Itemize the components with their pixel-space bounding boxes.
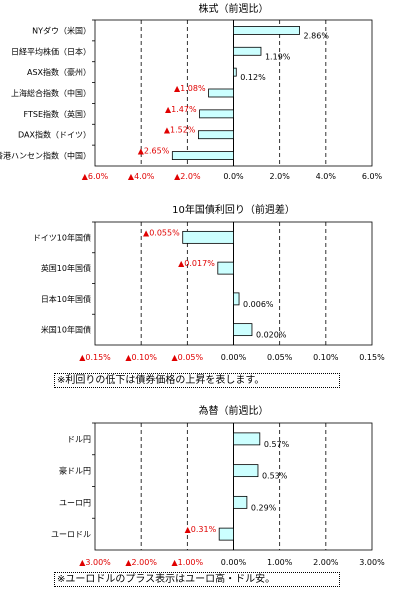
tick-label: ▲6.0% xyxy=(82,172,109,181)
tick-label: 4.0% xyxy=(316,172,337,181)
category-label: 上海総合指数（中国） xyxy=(11,88,91,98)
chart-title: 株式（前週比） xyxy=(199,2,269,15)
tick-label: ▲2.0% xyxy=(174,172,201,181)
category-label: DAX指数（ドイツ） xyxy=(18,130,91,140)
tick-label: 0.05% xyxy=(267,353,293,362)
data-label: ▲1.47% xyxy=(165,105,197,114)
category-label: 米国10年国債 xyxy=(41,325,91,335)
tick-label: ▲0.05% xyxy=(172,353,204,362)
chart-title: 10年国債利回り（前週差） xyxy=(172,203,295,216)
bar xyxy=(199,109,234,119)
data-label: 0.57% xyxy=(264,440,290,449)
bar xyxy=(171,151,234,160)
bar xyxy=(217,261,234,275)
fx-note: ※ユーロドルのプラス表示はユーロ高・ドル安。 xyxy=(54,572,340,587)
data-label: 1.19% xyxy=(265,52,291,61)
data-label: 0.006% xyxy=(243,300,274,309)
chart-stocks: 株式（前週比） ▲6.0% ▲4.0% ▲2.0% 0.0% 2.0% 4.0% 6.0% NY… xyxy=(0,2,383,181)
tick-label: ▲0.10% xyxy=(125,353,157,362)
tick-label: 6.0% xyxy=(362,172,383,181)
tick-label: 1.00% xyxy=(267,558,293,567)
data-label: 0.29% xyxy=(251,503,277,512)
category-label: ドイツ10年国債 xyxy=(33,232,91,242)
tick-label: ▲4.0% xyxy=(128,172,155,181)
bar xyxy=(208,88,234,98)
bar xyxy=(198,130,234,140)
bar xyxy=(233,26,300,35)
category-label: 英国10年国債 xyxy=(41,263,91,273)
bar xyxy=(233,495,248,509)
bar xyxy=(233,323,253,337)
chart-bonds: 10年国債利回り（前週差） ▲0.15% ▲0.10% ▲0.05% 0.00% 0.05… xyxy=(33,203,385,362)
category-label: 豪ドル円 xyxy=(59,466,91,476)
data-label: 2.86% xyxy=(304,31,330,40)
tick-label: 2.00% xyxy=(313,558,339,567)
bar xyxy=(233,46,262,56)
tick-label: 0.0% xyxy=(223,172,244,181)
tick-label: 0.00% xyxy=(221,353,247,362)
tick-label: ▲0.15% xyxy=(79,353,111,362)
chart-title: 為替（前週比） xyxy=(199,404,269,417)
chart-fx: 為替（前週比） ▲3.00% ▲2.00% ▲1.00% 0.00% 1.00% 2.00%… xyxy=(51,404,385,567)
tick-label: 2.0% xyxy=(270,172,291,181)
tick-label: 0.15% xyxy=(359,353,385,362)
tick-label: ▲3.00% xyxy=(79,558,111,567)
bar xyxy=(233,464,259,478)
category-label: 日経平均株価（日本） xyxy=(11,46,91,56)
data-label: ▲2.65% xyxy=(138,147,170,156)
category-label: ユーロドル xyxy=(51,530,91,539)
category-label: 香港ハンセン指数（中国） xyxy=(0,151,91,161)
bar xyxy=(233,67,237,77)
data-label: ▲0.31% xyxy=(185,525,217,534)
category-label: ドル円 xyxy=(67,435,91,444)
data-label: 0.12% xyxy=(240,73,266,82)
bar xyxy=(233,292,240,306)
tick-label: 3.00% xyxy=(359,558,385,567)
data-label: 0.020% xyxy=(256,331,287,340)
tick-label: ▲1.00% xyxy=(172,558,204,567)
category-label: ASX指数（豪州） xyxy=(27,67,91,77)
data-label: ▲0.017% xyxy=(178,259,215,268)
tick-label: 0.00% xyxy=(221,558,247,567)
data-label: ▲0.055% xyxy=(143,228,180,237)
bar xyxy=(233,432,261,446)
bar xyxy=(218,527,234,541)
tick-label: ▲2.00% xyxy=(125,558,157,567)
category-label: FTSE指数（英国） xyxy=(24,109,91,119)
category-label: NYダウ（米国） xyxy=(32,25,91,35)
category-label: ユーロ円 xyxy=(59,498,91,507)
bond-note: ※利回りの低下は債券価格の上昇を表します。 xyxy=(54,373,340,388)
bar xyxy=(182,230,234,244)
data-label: 0.53% xyxy=(262,472,288,481)
data-label: ▲1.08% xyxy=(174,84,206,93)
data-label: ▲1.52% xyxy=(164,126,196,135)
tick-label: 0.10% xyxy=(313,353,339,362)
category-label: 日本10年国債 xyxy=(41,294,91,304)
